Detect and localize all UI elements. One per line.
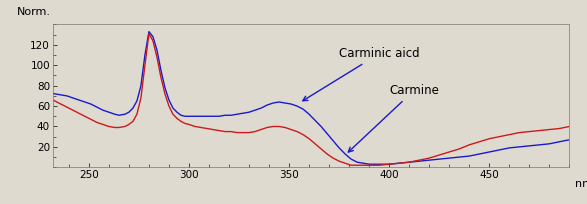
Text: nm: nm	[575, 179, 587, 189]
Text: Carminic aicd: Carminic aicd	[303, 47, 420, 101]
Text: Norm.: Norm.	[16, 7, 50, 17]
Text: Carmine: Carmine	[348, 84, 439, 152]
